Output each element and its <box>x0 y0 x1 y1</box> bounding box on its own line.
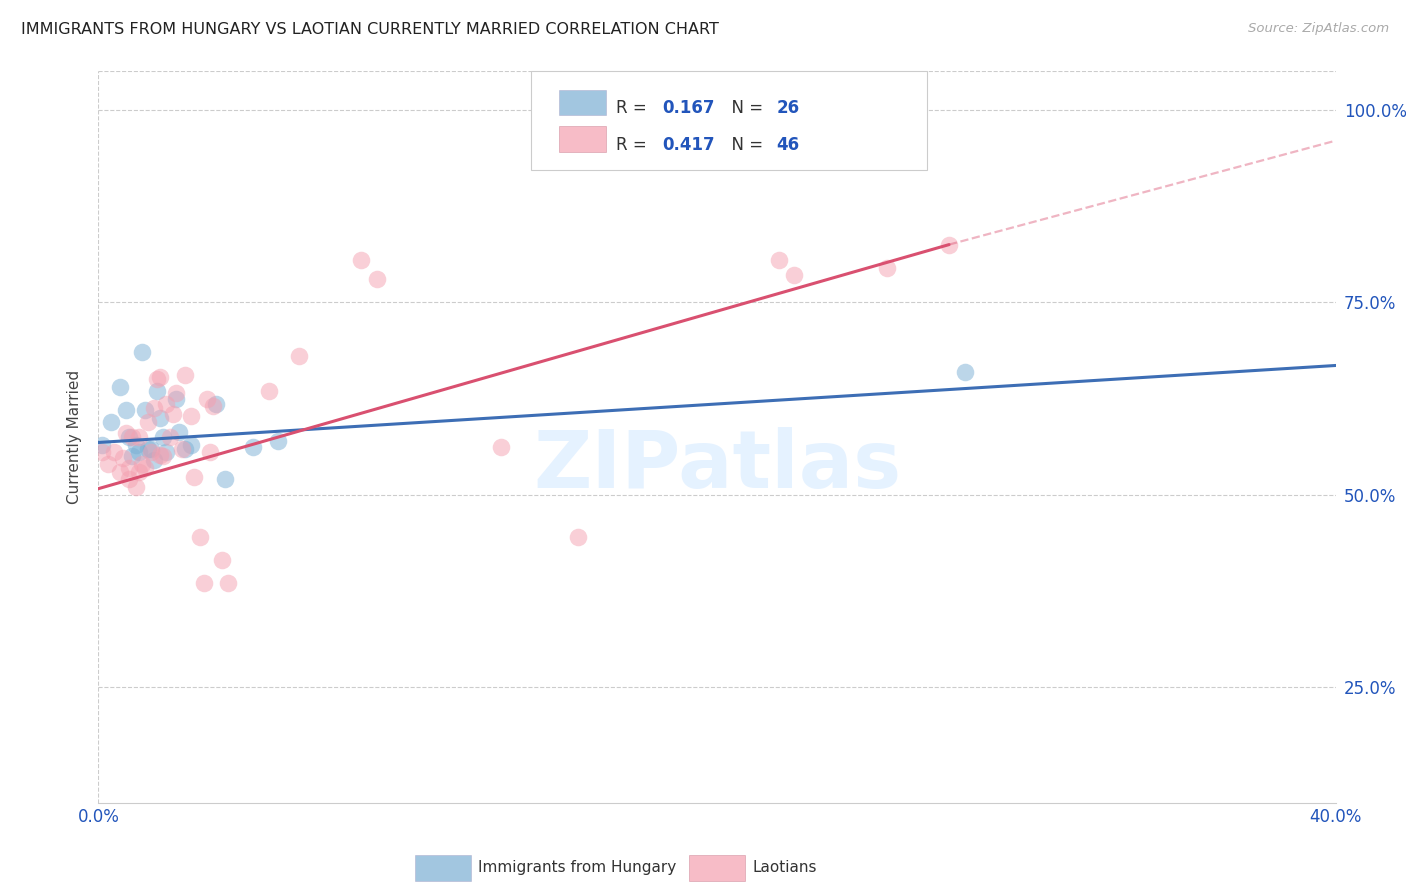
Text: R =: R = <box>616 136 651 153</box>
Text: IMMIGRANTS FROM HUNGARY VS LAOTIAN CURRENTLY MARRIED CORRELATION CHART: IMMIGRANTS FROM HUNGARY VS LAOTIAN CURRE… <box>21 22 718 37</box>
Point <box>115 403 138 417</box>
Point <box>143 401 166 415</box>
Point <box>257 384 280 398</box>
Point <box>134 461 156 475</box>
Point <box>193 575 215 590</box>
Point <box>115 426 138 441</box>
Point <box>783 268 806 283</box>
Point <box>350 252 373 267</box>
Point <box>170 442 193 456</box>
Point <box>152 430 174 444</box>
Point <box>165 386 187 401</box>
Point <box>242 440 264 454</box>
Point <box>90 445 112 459</box>
Point <box>128 465 150 479</box>
Point <box>131 345 153 359</box>
Point <box>131 457 153 471</box>
Point <box>128 430 150 444</box>
FancyBboxPatch shape <box>558 90 606 115</box>
Point <box>288 349 311 363</box>
Text: 26: 26 <box>776 99 800 117</box>
Point <box>174 442 197 456</box>
Point <box>100 415 122 429</box>
Point <box>198 445 221 459</box>
Point <box>938 237 960 252</box>
Point <box>149 448 172 462</box>
Point <box>174 368 197 383</box>
Point <box>214 472 236 486</box>
Point <box>167 425 190 439</box>
Point <box>190 530 212 544</box>
Text: N =: N = <box>721 136 768 153</box>
Point <box>768 252 790 267</box>
FancyBboxPatch shape <box>531 71 928 170</box>
Point <box>162 407 184 421</box>
Point <box>143 453 166 467</box>
Point <box>118 430 141 444</box>
Text: ZIPatlas: ZIPatlas <box>533 427 901 506</box>
Y-axis label: Currently Married: Currently Married <box>67 370 83 504</box>
Text: Immigrants from Hungary: Immigrants from Hungary <box>478 860 676 874</box>
Point <box>118 472 141 486</box>
Point <box>183 470 205 484</box>
Point <box>953 365 976 379</box>
Point <box>146 372 169 386</box>
Text: N =: N = <box>721 99 768 117</box>
Point <box>201 399 224 413</box>
Point <box>146 384 169 398</box>
Point <box>567 530 589 544</box>
Point <box>149 410 172 425</box>
Point <box>103 445 125 459</box>
Point <box>108 465 131 479</box>
Point <box>195 392 218 406</box>
Point <box>155 445 177 459</box>
Point <box>121 430 143 444</box>
Text: 0.167: 0.167 <box>662 99 716 117</box>
Point <box>211 553 233 567</box>
Point <box>139 445 162 459</box>
Point <box>97 457 120 471</box>
Point <box>180 438 202 452</box>
Point <box>136 442 159 456</box>
Point <box>152 450 174 464</box>
Point <box>108 380 131 394</box>
Point <box>149 370 172 384</box>
Point <box>159 430 181 444</box>
Point <box>128 445 150 459</box>
Point <box>217 576 239 591</box>
Text: R =: R = <box>616 99 651 117</box>
Text: Laotians: Laotians <box>752 860 817 874</box>
Text: 0.417: 0.417 <box>662 136 716 153</box>
Point <box>124 480 146 494</box>
Text: 46: 46 <box>776 136 800 153</box>
FancyBboxPatch shape <box>558 126 606 152</box>
Point <box>112 450 135 465</box>
Point <box>267 434 290 448</box>
Point <box>134 403 156 417</box>
Point <box>136 415 159 429</box>
Point <box>124 438 146 452</box>
Point <box>165 392 187 406</box>
Point <box>139 442 162 456</box>
Point <box>180 409 202 424</box>
Point <box>205 397 228 411</box>
Point <box>876 260 898 275</box>
Point <box>366 272 388 286</box>
Point <box>489 440 512 454</box>
Point <box>90 438 112 452</box>
Point <box>121 450 143 464</box>
Text: Source: ZipAtlas.com: Source: ZipAtlas.com <box>1249 22 1389 36</box>
Point <box>155 397 177 411</box>
Point <box>118 461 141 475</box>
